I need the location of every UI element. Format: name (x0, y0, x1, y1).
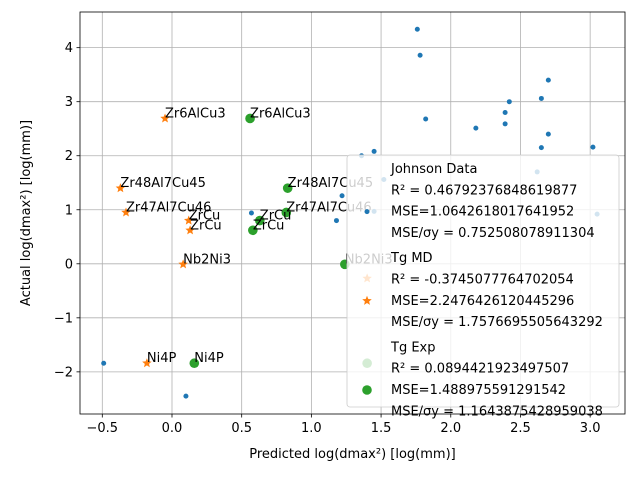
series-0-point (417, 52, 423, 58)
legend-entry-text: MSE/σy = 1.7576695505643292 (391, 315, 603, 330)
x-tick-label: 1.0 (301, 421, 322, 436)
series-1-point (142, 358, 152, 368)
series-0-point (423, 116, 429, 122)
y-tick-label: −1 (54, 311, 73, 326)
point-annotation: ZrCu (253, 218, 285, 233)
series-0-point (414, 26, 420, 32)
legend: Johnson Data R² = 0.46792376848619877 MSE=… (346, 154, 620, 419)
legend-entry-text: MSE/σy = 0.752508078911304 (391, 226, 595, 241)
series-1-point (115, 183, 126, 193)
point-annotation: Zr48Al7Cu45 (120, 176, 205, 191)
series-0-point (101, 360, 107, 366)
x-tick-label: −0.5 (87, 421, 119, 436)
point-annotation: ZrCu (190, 218, 222, 233)
series-0-point (538, 145, 544, 151)
legend-marker (364, 209, 370, 215)
series-2-point (245, 113, 255, 124)
plot-area-border (79, 11, 626, 415)
point-annotation: ZrCu (189, 209, 221, 224)
y-tick-label: −2 (54, 365, 73, 380)
series-2-point (282, 183, 293, 193)
plot-frame (79, 11, 626, 415)
series-1-point (183, 215, 194, 225)
series-2-point (248, 225, 258, 236)
series-0-point (248, 210, 254, 216)
point-annotation: Ni4P (147, 351, 177, 366)
series-1-point (178, 259, 188, 269)
series-0-point (502, 110, 508, 115)
series-0-point (545, 77, 551, 83)
legend-marker (362, 295, 372, 305)
point-annotation: Zr6AlCu3 (165, 106, 226, 121)
y-tick-label: 3 (65, 95, 73, 110)
legend-entry-text: R² = 0.46792376848619877 (391, 183, 577, 198)
series-2-point (255, 215, 265, 226)
series-0-point (339, 193, 345, 199)
legend-entry-text: MSE=1.0642618017641952 (391, 205, 574, 220)
legend-entry-text: R² = 0.0894421923497507 (391, 362, 569, 377)
point-annotation: Nb2Ni3 (183, 252, 231, 267)
series-1-point (185, 225, 195, 235)
legend-entry-text: Johnson Data (390, 162, 477, 177)
series-0-point (502, 121, 508, 127)
series-2-point (189, 358, 200, 369)
y-tick-label: 0 (65, 257, 73, 272)
y-tick-label: 1 (65, 203, 73, 218)
x-tick-label: 2.5 (510, 421, 531, 436)
point-annotation: Zr6AlCu3 (250, 106, 311, 121)
y-axis-label: Actual log(dmax²) [log(mm)] (19, 120, 34, 306)
point-annotation: Ni4P (194, 351, 224, 366)
series-0-point (473, 125, 479, 131)
series-0-point (333, 218, 339, 224)
y-tick-label: 4 (65, 41, 73, 56)
x-tick-label: 2.0 (440, 421, 461, 436)
y-tick-label: 2 (65, 149, 73, 164)
series-0-point (183, 393, 189, 399)
legend-marker (362, 385, 372, 395)
legend-entry-text: MSE=2.2476426120445296 (391, 294, 574, 309)
legend-entry-text: Tg MD (390, 251, 433, 266)
point-annotation: Zr47Al7Cu46 (126, 200, 211, 215)
x-tick-label: 3.0 (580, 421, 601, 436)
legend-entry-text: MSE/σy = 1.1643875428959038 (391, 404, 603, 419)
series-0-point (538, 95, 544, 101)
series-0-point (590, 144, 596, 150)
legend-entry-text: Tg Exp (390, 340, 435, 355)
legend-box (346, 154, 620, 408)
series-0-point (371, 148, 377, 154)
legend-entry-text: MSE=1.488975591291542 (391, 383, 566, 398)
series-1-point (160, 113, 170, 123)
series-2-point (281, 207, 292, 218)
axis-ticks: −0.5 0.0 0.5 1.0 1.5 2.0 2.5 3.0 −2 −1 0 1 2 3 4 (54, 41, 601, 436)
series-0-point (506, 99, 512, 105)
x-tick-label: 0.0 (162, 421, 183, 436)
series-0-point (545, 131, 551, 137)
series-1-point (121, 207, 131, 217)
x-tick-label: 1.5 (371, 421, 392, 436)
legend-entry-text: R² = -0.3745077764702054 (391, 273, 574, 288)
x-axis-label: Predicted log(dmax²) [log(mm)] (249, 447, 455, 462)
point-annotation: ZrCu (260, 209, 292, 224)
x-tick-label: 0.5 (231, 421, 252, 436)
